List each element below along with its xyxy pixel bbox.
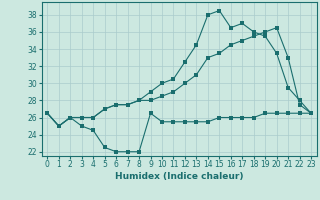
X-axis label: Humidex (Indice chaleur): Humidex (Indice chaleur) [115, 172, 244, 181]
